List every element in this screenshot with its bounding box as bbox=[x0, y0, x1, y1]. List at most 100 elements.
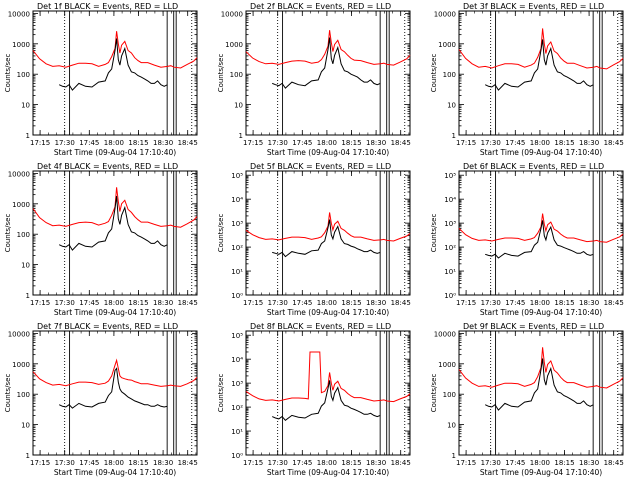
x-tick-label: 17:15 bbox=[30, 299, 50, 307]
chart-panel-9: Det 9f BLACK = Events, RED = LLD 1 10 100 10… bbox=[430, 322, 624, 477]
x-tick-label: 17:30 bbox=[481, 459, 501, 467]
x-tick-label: 18:00 bbox=[317, 139, 337, 147]
x-axis-label: Start Time (09-Aug-04 17:10:40) bbox=[54, 148, 176, 157]
y-tick-label: 10000 bbox=[8, 170, 30, 178]
x-tick-label: 17:15 bbox=[30, 459, 50, 467]
series-line-black bbox=[484, 358, 594, 411]
chart-panel-4: Det 4f BLACK = Events, RED = LLD 1 10 100 10… bbox=[4, 162, 198, 317]
y-tick-label: 1 bbox=[26, 452, 30, 460]
y-axis-label: Counts/sec bbox=[4, 374, 12, 413]
plot-frame bbox=[245, 170, 411, 296]
x-tick-label: 17:45 bbox=[292, 459, 312, 467]
x-tick-label: 18:45 bbox=[604, 139, 624, 147]
x-tick-label: 18:45 bbox=[178, 299, 198, 307]
x-tick-label: 18:00 bbox=[317, 299, 337, 307]
x-tick-label: 18:30 bbox=[153, 299, 173, 307]
y-tick-label: 10 bbox=[234, 102, 243, 110]
x-tick-label: 17:30 bbox=[268, 139, 288, 147]
chart-title: Det 5f BLACK = Events, RED = LLD bbox=[250, 162, 391, 171]
x-tick-label: 17:15 bbox=[30, 139, 50, 147]
x-tick-label: 17:45 bbox=[292, 139, 312, 147]
series-line-red bbox=[458, 213, 624, 243]
x-tick-label: 17:45 bbox=[79, 299, 99, 307]
x-tick-label: 18:00 bbox=[530, 459, 550, 467]
x-tick-label: 18:15 bbox=[554, 139, 574, 147]
chart-panel-5: Det 5f BLACK = Events, RED = LLD 10⁰ 10¹ 10… bbox=[217, 162, 411, 317]
y-tick-label: 10⁵ bbox=[231, 172, 243, 180]
x-tick-label: 18:45 bbox=[604, 299, 624, 307]
x-tick-label: 17:45 bbox=[505, 459, 525, 467]
y-axis-label: Counts/sec bbox=[217, 214, 225, 253]
x-tick-label: 18:45 bbox=[391, 459, 411, 467]
series-line-red bbox=[32, 358, 198, 387]
series-line-red bbox=[458, 28, 624, 70]
series-line-black bbox=[58, 38, 168, 91]
y-tick-label: 100 bbox=[17, 71, 30, 79]
y-tick-label: 10¹ bbox=[231, 428, 243, 436]
series-line-red bbox=[458, 347, 624, 389]
y-tick-label: 10 bbox=[21, 422, 30, 430]
y-tick-label: 1000 bbox=[12, 361, 30, 369]
chart-title: Det 4f BLACK = Events, RED = LLD bbox=[37, 162, 178, 171]
x-tick-label: 17:15 bbox=[243, 299, 263, 307]
plot-frame bbox=[32, 170, 198, 296]
y-tick-label: 10000 bbox=[8, 330, 30, 338]
chart-panel-7: Det 7f BLACK = Events, RED = LLD 1 10 100 10… bbox=[4, 322, 198, 477]
x-tick-label: 17:30 bbox=[55, 139, 75, 147]
series-line-black bbox=[272, 37, 381, 89]
y-tick-label: 10⁰ bbox=[231, 452, 243, 460]
x-tick-label: 18:15 bbox=[554, 459, 574, 467]
y-tick-label: 100 bbox=[443, 391, 456, 399]
y-tick-label: 10³ bbox=[444, 220, 456, 228]
y-tick-label: 10⁴ bbox=[231, 196, 243, 204]
series-line-black bbox=[485, 220, 594, 259]
y-axis-label: Counts/sec bbox=[4, 54, 12, 93]
x-axis-label: Start Time (09-Aug-04 17:10:40) bbox=[267, 148, 389, 157]
x-tick-label: 18:45 bbox=[391, 299, 411, 307]
y-tick-label: 10000 bbox=[8, 10, 30, 18]
x-tick-label: 18:00 bbox=[104, 459, 124, 467]
chart-title: Det 1f BLACK = Events, RED = LLD bbox=[37, 2, 178, 11]
y-tick-label: 10⁵ bbox=[231, 332, 243, 340]
series-line-black bbox=[272, 380, 381, 421]
y-tick-label: 10¹ bbox=[231, 268, 243, 276]
x-tick-label: 17:30 bbox=[55, 299, 75, 307]
y-tick-label: 10² bbox=[444, 244, 456, 252]
y-tick-label: 10 bbox=[21, 262, 30, 270]
x-tick-label: 18:15 bbox=[128, 139, 148, 147]
plot-frame bbox=[458, 170, 624, 296]
x-tick-label: 18:00 bbox=[317, 459, 337, 467]
x-tick-label: 18:00 bbox=[530, 299, 550, 307]
x-tick-label: 18:45 bbox=[604, 459, 624, 467]
x-tick-label: 17:15 bbox=[243, 139, 263, 147]
x-tick-label: 18:30 bbox=[579, 459, 599, 467]
x-tick-label: 18:30 bbox=[153, 139, 173, 147]
series-line-black bbox=[272, 219, 381, 258]
plot-frame bbox=[32, 10, 198, 136]
x-axis-label: Start Time (09-Aug-04 17:10:40) bbox=[480, 308, 602, 317]
y-axis-label: Counts/sec bbox=[4, 214, 12, 253]
x-tick-label: 17:15 bbox=[243, 459, 263, 467]
series-line-red bbox=[32, 31, 198, 69]
x-tick-label: 18:30 bbox=[366, 459, 386, 467]
y-tick-label: 10³ bbox=[231, 380, 243, 388]
x-tick-label: 17:45 bbox=[505, 299, 525, 307]
y-tick-label: 100 bbox=[17, 391, 30, 399]
y-tick-label: 10⁰ bbox=[231, 292, 243, 300]
y-tick-label: 1000 bbox=[225, 41, 243, 49]
x-tick-label: 17:45 bbox=[79, 459, 99, 467]
x-tick-label: 18:00 bbox=[104, 139, 124, 147]
x-axis-label: Start Time (09-Aug-04 17:10:40) bbox=[54, 308, 176, 317]
x-axis-label: Start Time (09-Aug-04 17:10:40) bbox=[54, 468, 176, 477]
series-line-black bbox=[484, 39, 594, 91]
y-axis-label: Counts/sec bbox=[217, 54, 225, 93]
y-tick-label: 100 bbox=[230, 71, 243, 79]
chart-panel-8: Det 8f BLACK = Events, RED = LLD 10⁰ 10¹ 10… bbox=[217, 322, 411, 477]
x-axis-label: Start Time (09-Aug-04 17:10:40) bbox=[267, 308, 389, 317]
y-axis-label: Counts/sec bbox=[430, 374, 438, 413]
chart-panel-3: Det 3f BLACK = Events, RED = LLD 1 10 100 10… bbox=[430, 2, 624, 157]
chart-panel-1: Det 1f BLACK = Events, RED = LLD 1 10 100 10… bbox=[4, 2, 198, 157]
x-tick-label: 18:15 bbox=[128, 459, 148, 467]
x-tick-label: 18:15 bbox=[554, 299, 574, 307]
